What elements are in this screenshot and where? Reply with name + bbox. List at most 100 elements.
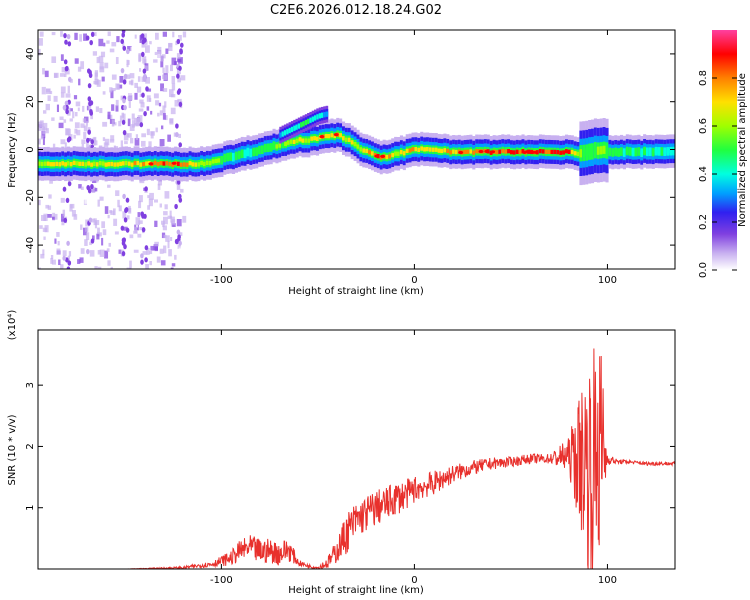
ridge-cell <box>596 146 600 155</box>
ridge-cell <box>356 144 360 149</box>
ridge-cell <box>654 149 658 154</box>
noise-blob <box>73 134 76 139</box>
noise-blob <box>38 138 41 145</box>
noise-blob <box>159 248 164 254</box>
noise-blob <box>149 192 154 200</box>
noise-blob <box>178 232 183 236</box>
noise-blob <box>132 120 135 128</box>
noise-blob <box>114 231 119 235</box>
ridge-cell <box>547 149 551 154</box>
noise-blob <box>38 199 41 206</box>
ridge-cell <box>90 162 94 167</box>
ridge-cell <box>550 149 554 155</box>
noise-streak <box>178 240 182 246</box>
noise-blob <box>176 182 181 190</box>
noise-blob <box>119 115 123 122</box>
ridge-cell <box>350 140 354 145</box>
noise-blob <box>60 31 63 37</box>
branch-cell <box>279 132 282 138</box>
noise-blob <box>83 227 88 236</box>
noise-blob <box>89 241 92 246</box>
ridge-cell <box>582 148 586 158</box>
ridge-cell <box>591 147 595 156</box>
noise-blob <box>130 137 134 144</box>
noise-streak <box>176 229 181 235</box>
ridge-cell <box>61 161 65 166</box>
ridge-peak <box>490 150 496 154</box>
noise-streak <box>141 92 145 98</box>
noise-blob <box>128 205 131 213</box>
ridge-cell <box>208 160 212 166</box>
ridge-cell <box>475 149 479 154</box>
noise-blob <box>102 91 106 95</box>
noise-blob <box>148 141 152 148</box>
noise-blob <box>139 99 144 104</box>
ridge-cell <box>191 162 195 167</box>
ridge-band <box>38 117 675 186</box>
noise-blob <box>109 87 113 93</box>
noise-blob <box>157 112 160 117</box>
ridge-cell <box>628 149 632 154</box>
noise-blob <box>67 255 70 264</box>
noise-streak <box>142 68 147 74</box>
ridge-cell <box>75 161 79 166</box>
noise-blob <box>56 248 61 255</box>
ridge-cell <box>347 137 351 142</box>
noise-blob <box>67 107 71 116</box>
noise-blob <box>45 103 50 111</box>
noise-blob <box>162 113 166 120</box>
noise-blob <box>170 107 176 115</box>
ridge-cell <box>179 162 183 167</box>
noise-blob <box>139 93 143 97</box>
ridge-cell <box>52 162 56 167</box>
secondary-branch <box>279 105 329 144</box>
noise-blob <box>165 235 170 242</box>
noise-blob <box>108 242 111 247</box>
noise-blob <box>176 68 181 75</box>
ridge-cell <box>388 154 392 159</box>
ridge-cell <box>87 161 91 166</box>
spectrogram-ylabel: Frequency (Hz) <box>7 112 18 188</box>
noise-blob <box>61 67 67 73</box>
noise-blob <box>88 138 92 142</box>
noise-blob <box>168 249 172 257</box>
noise-streak <box>64 100 69 106</box>
branch-cell <box>300 122 303 128</box>
ridge-cell <box>411 147 415 152</box>
noise-blob <box>74 112 78 117</box>
noise-streak <box>122 237 126 243</box>
noise-blob <box>127 118 131 127</box>
ridge-cell <box>359 147 363 152</box>
ridge-cell <box>324 133 328 139</box>
noise-streak <box>141 51 145 58</box>
noise-blob <box>165 65 169 74</box>
noise-streak <box>65 257 69 263</box>
noise-blob <box>92 51 98 56</box>
ridge-cell <box>93 161 97 166</box>
noise-blob <box>56 232 60 237</box>
ridge-cell <box>284 141 288 147</box>
branch-cell <box>321 112 324 118</box>
noise-blob <box>125 74 131 79</box>
noise-blob <box>85 232 90 241</box>
noise-streak <box>179 48 183 54</box>
noise-blob <box>122 113 126 122</box>
noise-blob <box>69 118 73 122</box>
noise-streak <box>176 38 181 45</box>
noise-blob <box>78 184 82 189</box>
noise-blob <box>154 220 158 228</box>
noise-blob <box>99 108 103 114</box>
noise-blob <box>56 104 60 113</box>
noise-blob <box>150 131 155 136</box>
noise-blob <box>168 42 173 48</box>
ridge-cell <box>136 160 140 166</box>
ridge-cell <box>214 158 218 164</box>
ridge-cell <box>669 149 673 154</box>
noise-blob <box>107 184 111 188</box>
noise-blob <box>111 88 116 92</box>
ridge-cell <box>428 147 432 152</box>
noise-blob <box>163 245 167 254</box>
noise-blob <box>94 78 99 85</box>
noise-blob <box>77 66 82 72</box>
noise-blob <box>86 141 89 150</box>
